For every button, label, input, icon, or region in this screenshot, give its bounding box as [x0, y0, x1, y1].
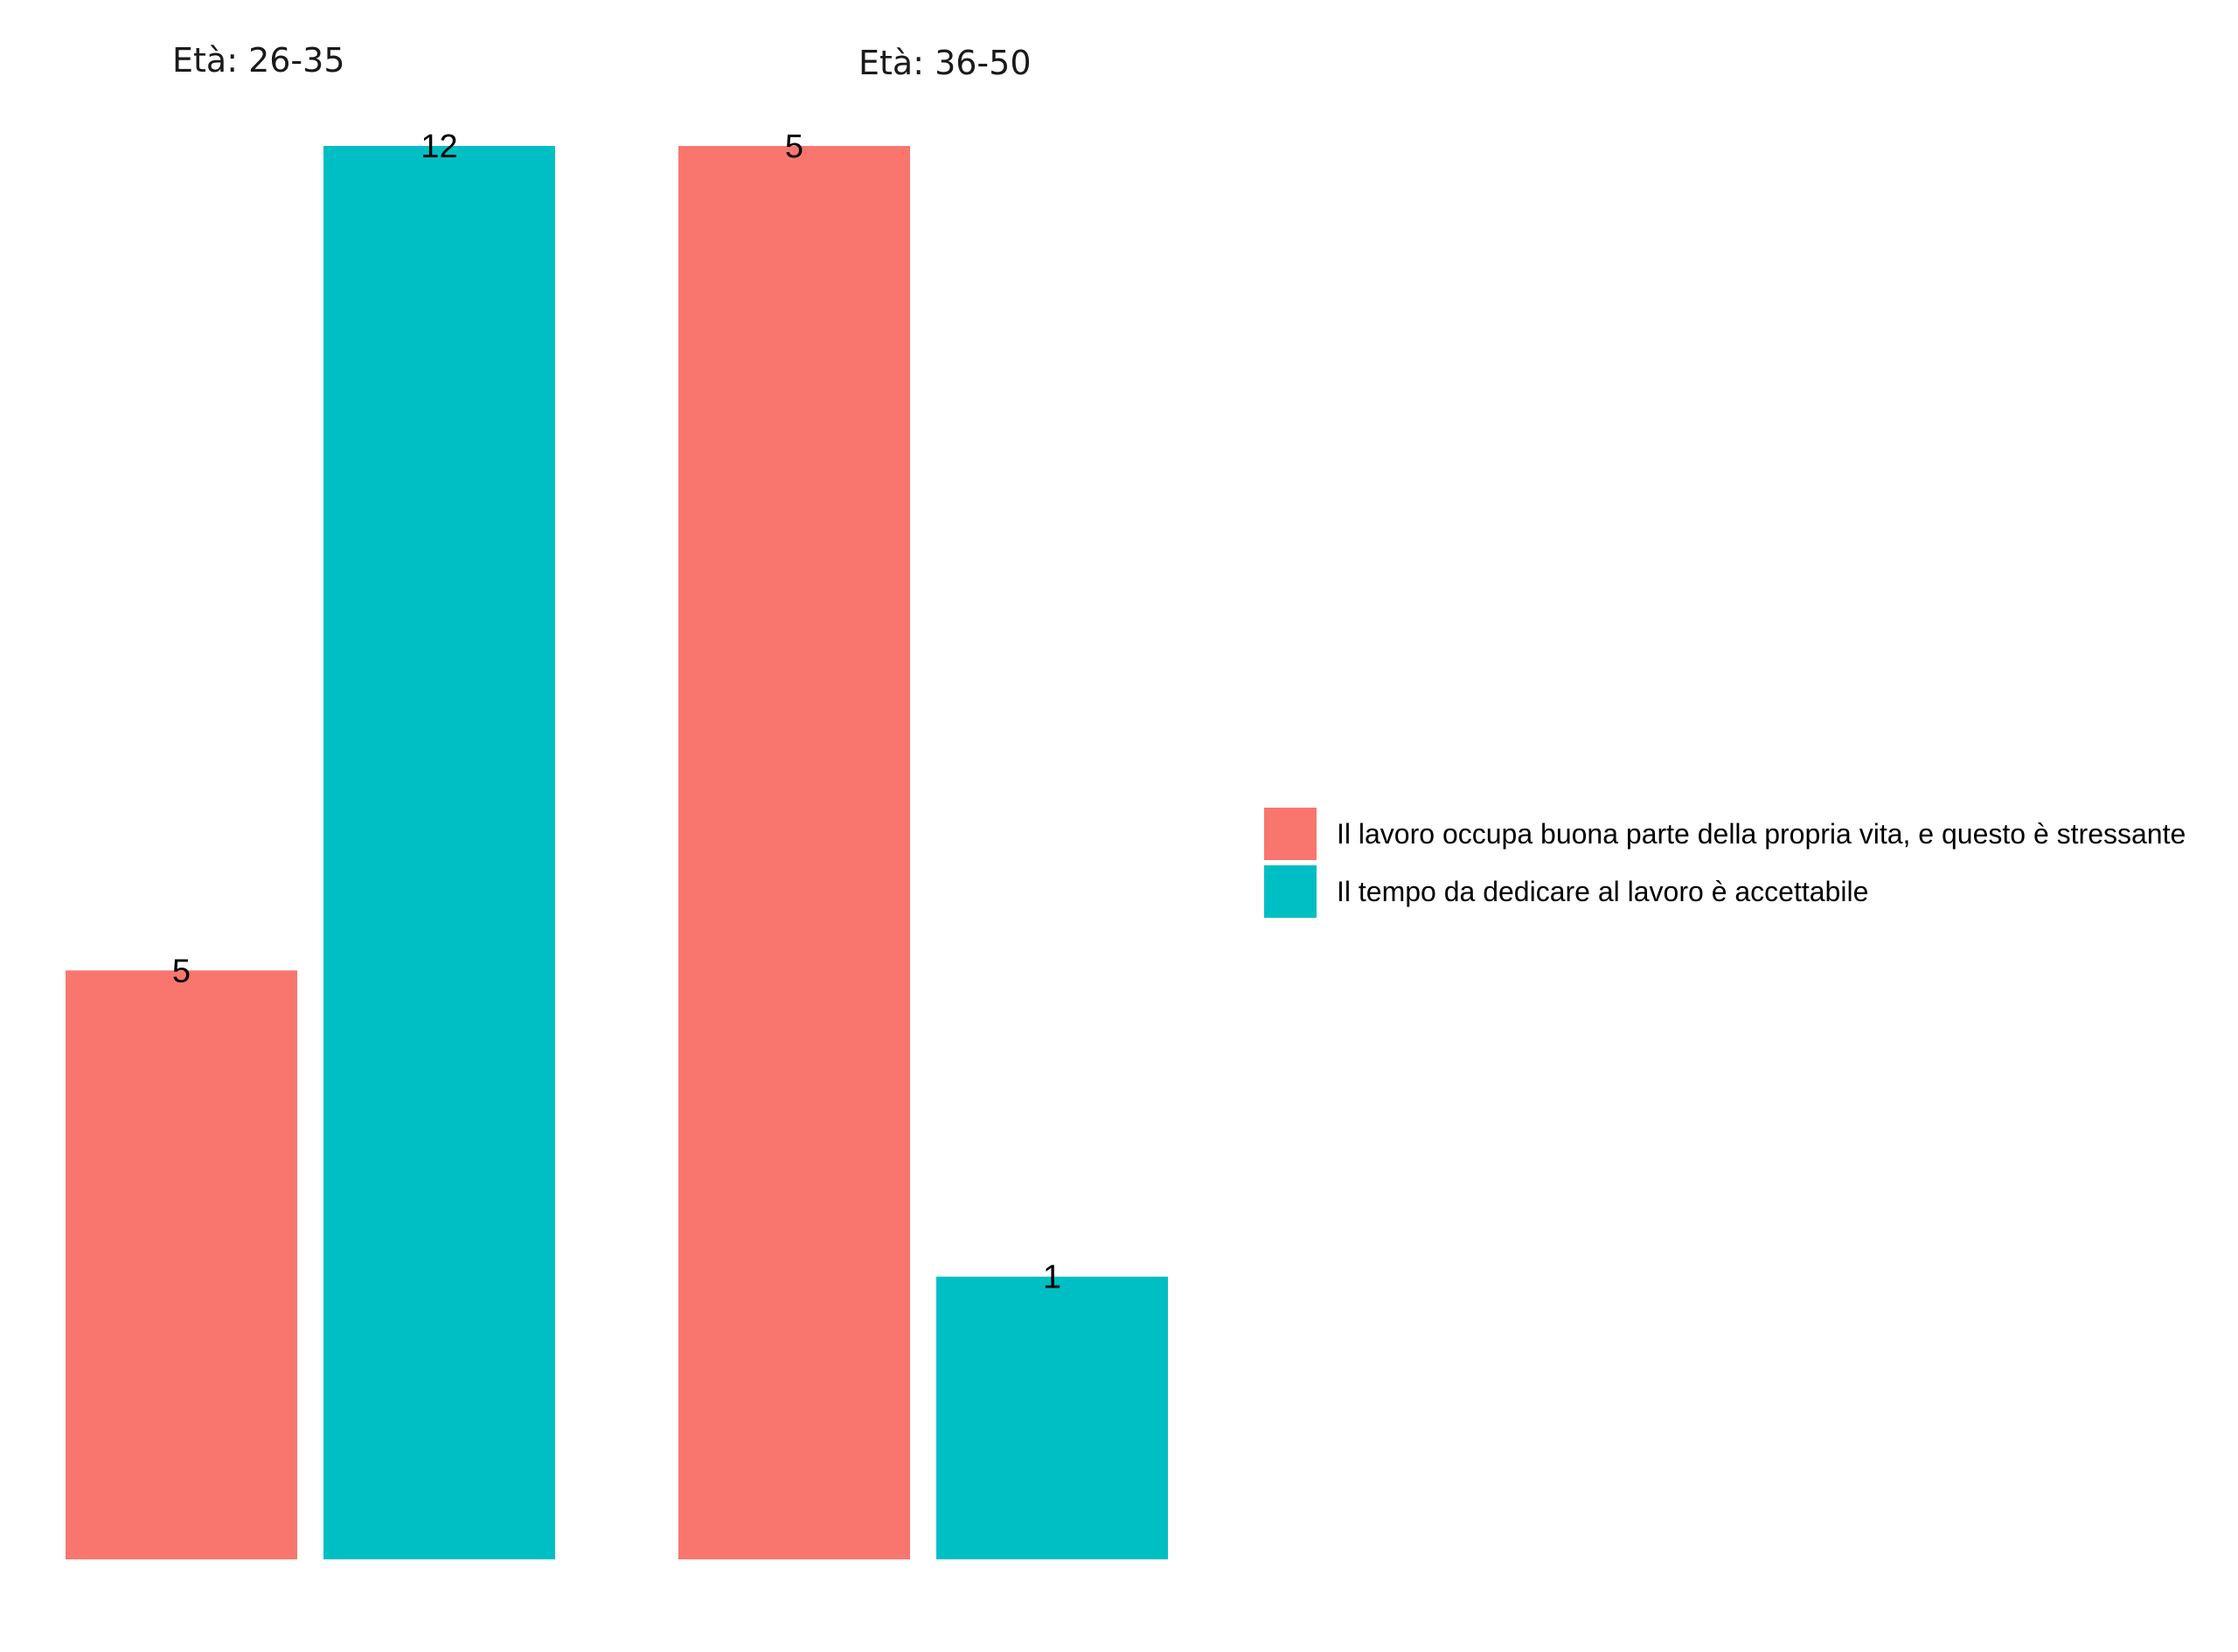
legend-key-series-2 [1264, 865, 1317, 918]
bar-facet-1-series-2 [323, 146, 555, 1559]
facet-panel-1: Età: 26-35 5 12 [66, 41, 555, 1559]
bar-facet-2-series-2 [936, 1276, 1168, 1559]
bar-facet-1-series-1 [66, 970, 297, 1559]
data-label-facet-1-series-2: 12 [420, 128, 457, 165]
facet-title-2: Età: 36-50 [858, 44, 1032, 82]
legend-label-series-2: Il tempo da dedicare al lavoro è accetta… [1337, 876, 1868, 907]
legend: Il lavoro occupa buona parte della propr… [1264, 808, 2186, 918]
legend-key-series-1 [1264, 808, 1317, 860]
bar-facet-2-series-1 [678, 146, 910, 1559]
facet-title-1: Età: 26-35 [172, 41, 345, 80]
data-label-facet-2-series-2: 1 [1043, 1260, 1061, 1296]
legend-label-series-1: Il lavoro occupa buona parte della propr… [1337, 818, 2186, 850]
data-label-facet-2-series-1: 5 [785, 128, 803, 165]
data-label-facet-1-series-1: 5 [172, 953, 191, 989]
facet-panel-2: Età: 36-50 5 1 [678, 44, 1168, 1559]
